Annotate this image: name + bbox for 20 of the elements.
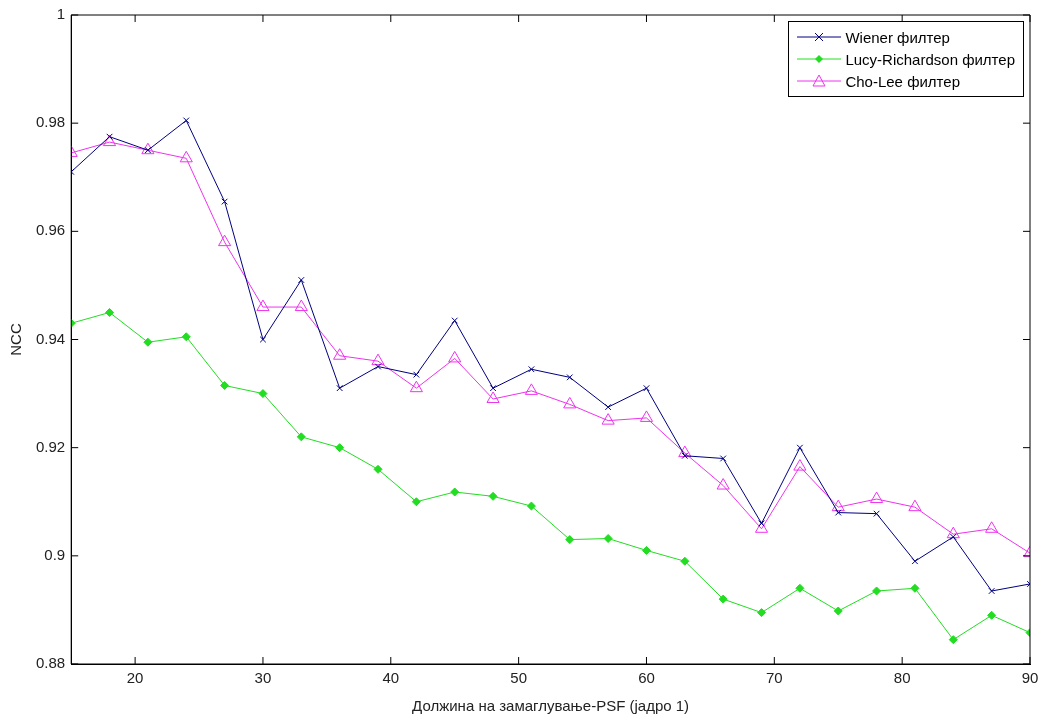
legend-label: Lucy-Richardson филтер	[845, 50, 1015, 68]
legend-label: Wiener филтер	[845, 28, 950, 46]
x-tick-label: 70	[765, 669, 783, 687]
x-tick-label: 20	[126, 669, 144, 687]
x-tick-label: 80	[893, 669, 911, 687]
y-tick-label: 0.9	[44, 545, 66, 563]
y-tick-label: 0.98	[35, 113, 66, 131]
y-tick-label: 0.88	[35, 654, 66, 672]
x-tick-label: 90	[1021, 669, 1039, 687]
y-tick-label: 1	[56, 5, 66, 23]
y-tick-label: 0.96	[35, 221, 66, 239]
x-axis-title: Должина на замаглување-PSF (јадро 1)	[412, 697, 690, 715]
x-tick-label: 50	[510, 669, 527, 687]
y-axis-title: NCC	[7, 323, 25, 356]
legend-label: Cho-Lee филтер	[845, 72, 960, 90]
x-tick-label: 40	[382, 669, 400, 687]
x-tick-label: 60	[638, 669, 655, 687]
y-tick-label: 0.92	[35, 437, 66, 455]
x-tick-label: 30	[254, 669, 272, 687]
y-tick-label: 0.94	[35, 329, 66, 347]
